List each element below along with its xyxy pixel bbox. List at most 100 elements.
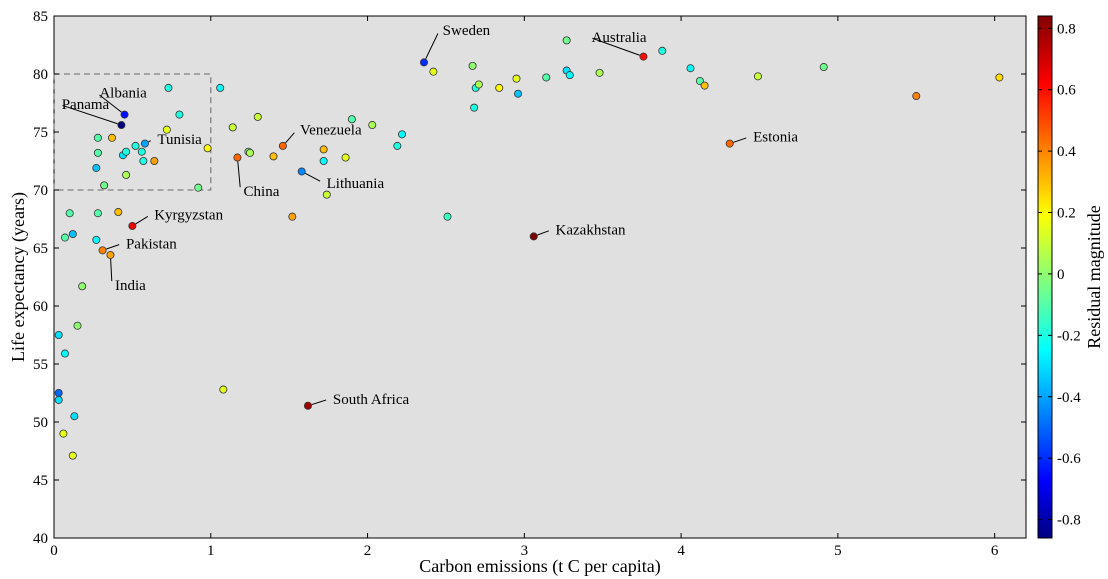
data-point [269, 152, 278, 161]
x-tick-label: 5 [834, 543, 842, 559]
y-tick-label: 75 [33, 125, 48, 141]
colorbar-label: Residual magnitude [1084, 205, 1104, 348]
y-tick-label: 85 [33, 9, 48, 25]
data-point [128, 221, 137, 230]
data-point [912, 92, 921, 101]
x-axis-label: Carbon emissions (t C per capita) [419, 556, 660, 577]
data-point [253, 112, 262, 121]
data-point [92, 235, 101, 244]
data-point [233, 153, 242, 162]
annotation-leader [537, 230, 549, 236]
annotation-label: Albania [99, 86, 147, 102]
annotation-leader [311, 399, 327, 406]
annotation-label: Lithuania [327, 176, 385, 192]
data-point [54, 395, 63, 404]
annotation-leader [99, 94, 122, 113]
x-tick-label: 0 [50, 543, 58, 559]
x-tick-label: 1 [207, 543, 215, 559]
colorbar-ticks: -0.8 -0.6 -0.4 -0.2 0 0.2 0.4 0.6 0.8 [1038, 21, 1081, 529]
annotation-label: Kyrgyzstan [154, 207, 223, 223]
colorbar-tick-label: -0.4 [1057, 390, 1081, 406]
data-point [542, 73, 551, 82]
data-point [108, 133, 117, 142]
data-point [92, 163, 101, 172]
annotation-leader [135, 216, 149, 225]
data-point [65, 209, 74, 218]
data-point [658, 46, 667, 55]
data-points [54, 36, 1004, 460]
data-point [117, 121, 126, 130]
annotation-leader [285, 132, 295, 144]
data-point [93, 133, 102, 142]
data-point [60, 349, 69, 358]
colorbar-tick-label: 0.8 [1057, 21, 1076, 37]
annotation-label: Sweden [443, 23, 491, 39]
data-point [73, 321, 82, 330]
data-point [443, 212, 452, 221]
data-point [529, 232, 538, 241]
data-point [245, 148, 254, 157]
data-point [54, 330, 63, 339]
data-point [106, 250, 115, 259]
data-point [474, 80, 483, 89]
data-point [59, 429, 68, 438]
y-tick-label: 55 [33, 357, 48, 373]
data-point [297, 167, 306, 176]
data-point [341, 153, 350, 162]
data-point [100, 181, 109, 190]
data-point [162, 125, 171, 134]
y-tick-label: 50 [33, 415, 48, 431]
annotation-leader [425, 33, 439, 60]
data-point [725, 139, 734, 148]
annotation-label: Australia [592, 30, 647, 46]
data-point [131, 141, 140, 150]
data-point [686, 64, 695, 73]
annotation-leader [110, 258, 113, 282]
data-point [219, 385, 228, 394]
annotation-leader [237, 161, 241, 188]
data-point [700, 81, 709, 90]
colorbar-tick-label: 0.6 [1057, 83, 1076, 99]
data-point [140, 139, 149, 148]
data-point [150, 156, 159, 165]
data-point [93, 148, 102, 157]
colorbar [1037, 15, 1053, 539]
data-point [319, 145, 328, 154]
annotation-label: Kazakhstan [556, 222, 626, 238]
y-tick-label: 70 [33, 183, 48, 199]
data-point [288, 212, 297, 221]
annotation-leader [592, 37, 640, 56]
data-point [139, 156, 148, 165]
data-point [495, 83, 504, 92]
colorbar-tick-label: 0 [1057, 267, 1065, 283]
data-point [203, 144, 212, 153]
data-point [398, 130, 407, 139]
y-tick-label: 65 [33, 241, 48, 257]
annotation-label: Panama [62, 97, 110, 113]
x-tick-label: 3 [521, 543, 529, 559]
colorbar-tick-label: 0.2 [1057, 206, 1076, 222]
data-point [429, 67, 438, 76]
annotation-label: Venezuela [300, 123, 362, 139]
data-point [393, 141, 402, 150]
data-point [93, 209, 102, 218]
data-point [54, 388, 63, 397]
annotation-label: India [115, 278, 146, 294]
data-point [319, 156, 328, 165]
data-point [347, 115, 356, 124]
colorbar-tick-label: -0.2 [1057, 328, 1081, 344]
data-point [68, 230, 77, 239]
data-point [562, 36, 571, 45]
annotation-label: Tunisia [157, 132, 202, 148]
data-point [78, 282, 87, 291]
data-point [278, 141, 287, 150]
data-point [639, 52, 648, 61]
annotation-leader [148, 140, 151, 143]
data-point [512, 74, 521, 83]
data-point [565, 71, 574, 80]
x-tick-label: 2 [364, 543, 372, 559]
y-tick-label: 60 [33, 299, 48, 315]
x-tick-label: 6 [991, 543, 999, 559]
